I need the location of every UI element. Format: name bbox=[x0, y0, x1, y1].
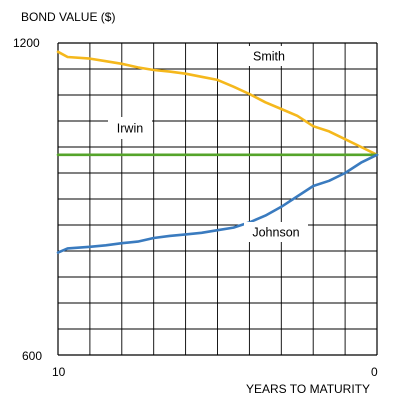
y-axis-label: BOND VALUE ($) bbox=[21, 10, 115, 24]
series-label-johnson: Johnson bbox=[252, 226, 299, 240]
grid bbox=[57, 42, 378, 356]
series-label-irwin: Irwin bbox=[117, 122, 143, 136]
series-line-johnson bbox=[56, 153, 379, 254]
x-tick-label-0: 0 bbox=[371, 365, 378, 379]
y-tick-label-600: 600 bbox=[22, 349, 42, 363]
series-label-bg-irwin bbox=[108, 117, 152, 139]
series-label-smith: Smith bbox=[253, 50, 285, 64]
x-tick-label-10: 10 bbox=[52, 365, 66, 379]
series-line-smith bbox=[56, 50, 379, 157]
series-labels: Smith Irwin Johnson bbox=[108, 46, 308, 242]
series-label-bg-smith bbox=[248, 46, 290, 66]
x-axis-label: YEARS TO MATURITY bbox=[246, 382, 370, 396]
series-label-bg-johnson bbox=[244, 222, 308, 242]
y-tick-label-1200: 1200 bbox=[13, 36, 40, 50]
series-lines bbox=[56, 50, 379, 254]
